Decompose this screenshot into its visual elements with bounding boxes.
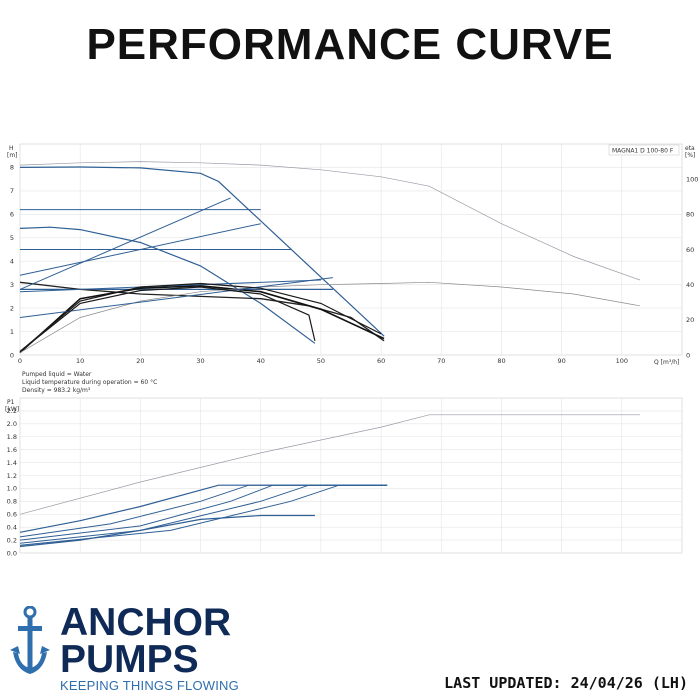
- power-tick-label: 1.4: [7, 459, 17, 467]
- page-title: PERFORMANCE CURVE: [86, 20, 614, 69]
- power-tick-label: 0.0: [7, 549, 17, 557]
- head-tick-label: 8: [10, 164, 14, 172]
- reference-power-curve: [19, 414, 640, 515]
- x-tick-label: 90: [557, 357, 565, 365]
- head-axis-unit: [m]: [7, 152, 18, 159]
- eta-tick-label: 100: [686, 175, 698, 183]
- power-curve-min: [19, 514, 315, 548]
- x-tick-label: 100: [616, 357, 628, 365]
- info-line-3: Density = 983.2 kg/m³: [22, 387, 91, 394]
- power-tick-label: 1.0: [7, 485, 17, 493]
- power-curve: [19, 484, 388, 541]
- power-curve: [19, 484, 388, 538]
- brand-name-line2: PUMPS: [60, 638, 199, 681]
- eta-tick-label: 20: [686, 316, 694, 324]
- model-label: MAGNA1 D 100-80 F: [612, 148, 674, 155]
- power-tick-label: 0.6: [7, 511, 17, 519]
- eta-axis-unit: [%]: [685, 152, 695, 159]
- x-tick-label: 0: [18, 357, 22, 365]
- x-tick-label: 40: [257, 357, 265, 365]
- reference-head-curve: [19, 161, 641, 281]
- control-line: [19, 277, 333, 318]
- max-head-curve: [19, 166, 385, 337]
- head-tick-label: 7: [10, 187, 14, 195]
- last-updated: LAST UPDATED: 24/04/26 (LH): [444, 674, 688, 692]
- head-axis-label: H: [9, 145, 14, 152]
- power-axis-unit: [kW]: [5, 406, 19, 413]
- head-tick-label: 2: [10, 304, 14, 312]
- head-tick-label: 5: [10, 234, 14, 242]
- power-tick-label: 1.2: [7, 472, 17, 480]
- brand-tagline: KEEPING THINGS FLOWING: [60, 678, 239, 693]
- power-tick-label: 0.2: [7, 536, 17, 544]
- eta-tick-label: 60: [686, 246, 694, 254]
- head-tick-label: 3: [10, 281, 14, 289]
- anchor-logo-icon: [10, 606, 50, 674]
- x-tick-label: 10: [76, 357, 84, 365]
- x-tick-label: 50: [317, 357, 325, 365]
- efficiency-curve: [19, 282, 382, 352]
- head-tick-label: 0: [10, 351, 14, 359]
- power-tick-label: 2.0: [7, 420, 17, 428]
- x-tick-label: 30: [196, 357, 204, 365]
- x-tick-label: 70: [437, 357, 445, 365]
- brand-name-line1: ANCHOR: [60, 601, 232, 644]
- power-tick-label: 1.8: [7, 433, 17, 441]
- power-curve: [19, 484, 388, 544]
- efficiency-curve-a: [19, 281, 385, 342]
- control-line: [19, 223, 261, 276]
- efficiency-curve-b: [19, 284, 385, 354]
- power-tick-label: 2.2: [7, 407, 17, 415]
- head-tick-label: 4: [10, 258, 14, 266]
- power-tick-label: 1.6: [7, 446, 17, 454]
- eta-tick-label: 0: [686, 351, 690, 359]
- eta-axis-label: eta: [685, 145, 695, 152]
- head-tick-label: 6: [10, 211, 14, 219]
- info-line-2: Liquid temperature during operation = 60…: [22, 379, 157, 386]
- efficiency-curve: [19, 286, 316, 352]
- head-tick-label: 1: [10, 328, 14, 336]
- eta-tick-label: 80: [686, 211, 694, 219]
- info-line-1: Pumped liquid = Water: [22, 371, 92, 378]
- x-tick-label: 80: [497, 357, 505, 365]
- control-line: [19, 197, 231, 290]
- flow-axis-label: Q [m³/h]: [654, 359, 679, 366]
- model-label-box: [608, 144, 680, 156]
- power-tick-label: 0.8: [7, 498, 17, 506]
- x-tick-label: 20: [136, 357, 144, 365]
- mid-head-curve: [19, 226, 316, 344]
- power-curve: [19, 484, 388, 546]
- eta-tick-label: 40: [686, 281, 694, 289]
- reference-eta-curve: [19, 281, 640, 354]
- power-axis-label: P1: [7, 399, 15, 406]
- x-tick-label: 60: [377, 357, 385, 365]
- power-tick-label: 0.4: [7, 523, 17, 531]
